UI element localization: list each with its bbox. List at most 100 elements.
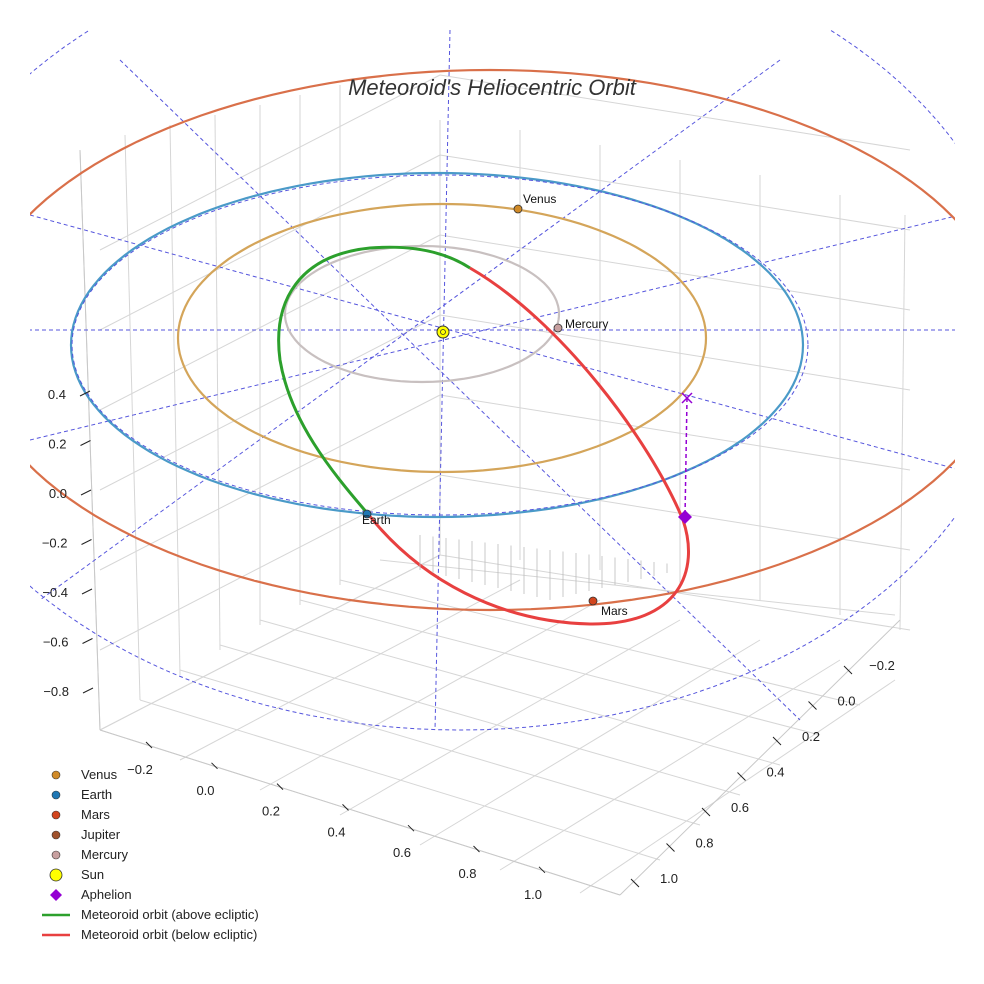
x-tick-mark bbox=[473, 845, 480, 853]
grid-line bbox=[179, 669, 701, 826]
mercury-orbit bbox=[283, 244, 561, 384]
y-tick-label: 0.0 bbox=[837, 694, 855, 709]
grid-line bbox=[214, 114, 221, 651]
legend-dot bbox=[51, 790, 61, 800]
mars-orbit bbox=[30, 68, 955, 612]
reference-line bbox=[119, 59, 801, 721]
venus-label: Venus bbox=[523, 192, 556, 206]
earth-label: Earth bbox=[362, 513, 391, 527]
z-tick-label: −0.4 bbox=[42, 585, 68, 600]
meteoroid-orbit-below bbox=[366, 266, 690, 626]
x-tick-label: 0.8 bbox=[458, 866, 476, 881]
x-tick-mark bbox=[342, 804, 349, 811]
legend-item: Meteoroid orbit (below ecliptic) bbox=[42, 927, 257, 942]
x-tick-mark bbox=[211, 762, 218, 770]
reference-line bbox=[30, 215, 955, 441]
legend-item: Earth bbox=[51, 787, 112, 802]
mercury-marker bbox=[553, 323, 563, 333]
reference-circle bbox=[30, 30, 955, 731]
x-tick-mark bbox=[407, 824, 415, 832]
x-axis-edge bbox=[99, 729, 621, 896]
y-tick-mark bbox=[701, 807, 711, 817]
grid-line bbox=[439, 234, 911, 311]
grid-line bbox=[99, 554, 441, 731]
z-tick-label: −0.6 bbox=[43, 635, 69, 650]
grid-line bbox=[339, 619, 681, 816]
legend-dot bbox=[51, 850, 61, 860]
grid-line bbox=[339, 579, 861, 706]
grid-line bbox=[499, 659, 841, 871]
orbits bbox=[30, 30, 955, 731]
sun-core bbox=[440, 329, 446, 335]
legend-label: Venus bbox=[81, 767, 118, 782]
grid-line bbox=[419, 639, 761, 846]
z-tick-mark bbox=[80, 489, 92, 496]
z-tick-mark bbox=[81, 539, 92, 545]
x-tick-label: 0.0 bbox=[196, 783, 214, 798]
earth-orbit bbox=[69, 171, 805, 519]
legend-label: Meteoroid orbit (above ecliptic) bbox=[81, 907, 259, 922]
meteoroid-orbit-above bbox=[277, 245, 471, 515]
y-tick-label: 0.4 bbox=[766, 765, 784, 780]
z-tick-label: −0.8 bbox=[43, 684, 69, 699]
legend-item: Sun bbox=[49, 867, 104, 882]
grid-line bbox=[99, 474, 441, 651]
grid-line bbox=[299, 599, 821, 736]
markers: Venus Mercury Earth Mars bbox=[362, 192, 693, 618]
legend-dot bbox=[51, 810, 61, 820]
grid-line bbox=[259, 619, 781, 766]
z-tick-label: 0.0 bbox=[49, 486, 67, 501]
grid-line bbox=[899, 214, 906, 631]
y-tick-mark bbox=[808, 701, 817, 710]
earth-marker bbox=[362, 509, 372, 519]
legend-label: Aphelion bbox=[81, 887, 132, 902]
z-tick-mark bbox=[82, 638, 93, 644]
x-tick-mark bbox=[145, 741, 153, 749]
grid-line bbox=[579, 679, 896, 894]
legend-diamond bbox=[50, 889, 62, 901]
reference-line bbox=[39, 59, 781, 601]
z-tick-mark bbox=[81, 588, 93, 595]
legend-dot bbox=[51, 830, 61, 840]
x-tick-mark bbox=[538, 866, 546, 874]
aphelion-projection-marker bbox=[681, 392, 693, 404]
z-tick-mark bbox=[79, 390, 91, 397]
legend-label: Jupiter bbox=[81, 827, 121, 842]
aphelion-drop-line bbox=[684, 397, 688, 518]
grid-line bbox=[439, 394, 911, 471]
y-tick-label: 0.2 bbox=[802, 729, 820, 744]
mercury-label: Mercury bbox=[565, 317, 608, 331]
y-tick-mark bbox=[666, 843, 675, 852]
grid-line bbox=[169, 124, 181, 676]
x-tick-mark bbox=[276, 783, 284, 790]
grid-line bbox=[99, 314, 441, 491]
legend-item: Aphelion bbox=[50, 887, 132, 902]
legend-label: Meteoroid orbit (below ecliptic) bbox=[81, 927, 257, 942]
mars-label: Mars bbox=[601, 604, 628, 618]
legend-label: Sun bbox=[81, 867, 104, 882]
z-tick-mark bbox=[80, 440, 91, 446]
x-tick-label: 1.0 bbox=[524, 887, 542, 902]
grid-line bbox=[259, 599, 601, 791]
legend-item: Mars bbox=[51, 807, 110, 822]
sun-marker bbox=[436, 325, 450, 339]
z-tick-label: 0.2 bbox=[48, 437, 66, 452]
grid-line bbox=[99, 74, 441, 251]
y-tick-label: −0.2 bbox=[869, 658, 895, 673]
legend-label: Mercury bbox=[81, 847, 128, 862]
grid-line bbox=[219, 644, 741, 796]
x-tick-label: 0.6 bbox=[393, 845, 411, 860]
reference-line bbox=[434, 30, 451, 731]
y-tick-label: 0.8 bbox=[695, 836, 713, 851]
grid-line bbox=[379, 559, 896, 616]
grid-line bbox=[179, 579, 521, 761]
legend-label: Mars bbox=[81, 807, 110, 822]
z-tick-mark bbox=[82, 687, 94, 694]
x-tick-label: −0.2 bbox=[127, 762, 153, 777]
y-tick-mark bbox=[843, 665, 853, 675]
z-tick-label: −0.2 bbox=[42, 536, 68, 551]
legend-item: Meteoroid orbit (above ecliptic) bbox=[42, 907, 259, 922]
z-tick-label: 0.4 bbox=[48, 387, 66, 402]
venus-orbit bbox=[176, 202, 708, 474]
